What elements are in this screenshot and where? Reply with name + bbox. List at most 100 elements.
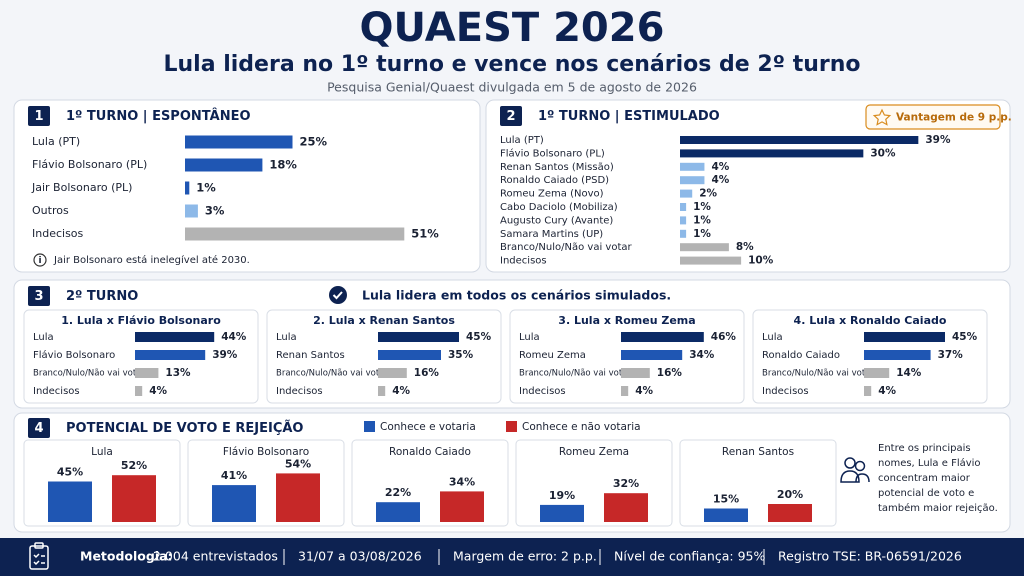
- value-label: 39%: [212, 349, 238, 361]
- section-number: 4: [34, 421, 43, 436]
- value-label: 1%: [196, 181, 216, 195]
- people-icon-part: [840, 470, 870, 483]
- category-label: Branco/Nulo/Não vai votar: [33, 369, 145, 379]
- bar: [135, 386, 143, 396]
- category-label: Indecisos: [500, 256, 547, 267]
- category-label: Indecisos: [762, 386, 809, 397]
- bar: [680, 216, 687, 225]
- bar: [864, 350, 931, 360]
- value-label: 1%: [693, 214, 711, 226]
- bar: [185, 181, 190, 195]
- section-note: Jair Bolsonaro está inelegível até 2030.: [53, 254, 250, 266]
- value-label: 32%: [613, 477, 639, 490]
- people-icon-part: [844, 457, 856, 469]
- bar: [621, 350, 683, 360]
- category-label: Indecisos: [276, 386, 323, 397]
- bar: [185, 135, 293, 149]
- value-label: 4%: [149, 385, 167, 397]
- bar: [135, 368, 159, 378]
- bar: [604, 493, 648, 522]
- category-label: Romeu Zema (Novo): [500, 189, 604, 200]
- value-label: 45%: [466, 331, 492, 343]
- star-icon: [872, 108, 892, 126]
- bar: [864, 386, 872, 396]
- category-label: Lula: [519, 332, 540, 343]
- legend-label: Conhece e votaria: [380, 421, 476, 433]
- bar: [185, 204, 198, 218]
- category-label: Lula: [33, 332, 54, 343]
- value-label: 46%: [711, 331, 737, 343]
- bar: [185, 158, 263, 172]
- category-label: Indecisos: [33, 386, 80, 397]
- value-label: 4%: [878, 385, 896, 397]
- value-label: 4%: [711, 174, 729, 186]
- section-title: 1º TURNO | ESTIMULADO: [538, 109, 720, 124]
- section-number-box: [28, 286, 50, 306]
- category-label: Flávio Bolsonaro: [33, 349, 115, 361]
- category-label: Lula: [762, 332, 783, 343]
- people-icon-part: [854, 460, 866, 472]
- bar: [378, 386, 386, 396]
- value-label: 16%: [657, 367, 683, 379]
- value-label: 52%: [121, 459, 147, 472]
- legend-swatch: [364, 421, 375, 432]
- value-label: 18%: [269, 158, 297, 172]
- category-label: Romeu Zema: [519, 350, 586, 361]
- section-number-box: [28, 418, 50, 438]
- footer-label: Metodologia:: [80, 549, 173, 564]
- value-label: 4%: [711, 161, 729, 173]
- panel-title: Lula: [91, 446, 113, 458]
- bar: [621, 386, 629, 396]
- category-label: Branco/Nulo/Não vai votar: [762, 369, 874, 379]
- bar: [864, 332, 945, 342]
- category-label: Lula (PT): [32, 135, 80, 148]
- panel-title: Ronaldo Caiado: [389, 446, 471, 458]
- bar: [621, 368, 650, 378]
- subtitle: Lula lidera no 1º turno e vence nos cená…: [164, 52, 861, 77]
- bar: [276, 473, 320, 522]
- bar: [768, 504, 812, 522]
- bar: [680, 243, 729, 252]
- section-number-box: [500, 106, 522, 126]
- bar: [212, 485, 256, 522]
- footer-item: Margem de erro: 2 p.p.: [453, 549, 597, 564]
- bar: [680, 149, 864, 158]
- value-label: 25%: [300, 135, 328, 149]
- panel-title: Romeu Zema: [559, 446, 629, 458]
- value-label: 44%: [221, 331, 247, 343]
- value-label: 34%: [449, 475, 475, 488]
- bar: [680, 189, 693, 198]
- section-note: Lula lidera em todos os cenários simulad…: [362, 288, 671, 303]
- panel-title: Renan Santos: [722, 446, 794, 458]
- badge-text: Vantagem de 9 p.p.: [896, 112, 1012, 124]
- section-number: 3: [34, 289, 43, 304]
- bar: [135, 350, 206, 360]
- category-label: Indecisos: [519, 386, 566, 397]
- bar: [376, 502, 420, 522]
- value-label: 45%: [57, 466, 83, 479]
- value-label: 2%: [699, 188, 717, 200]
- panel-title: Flávio Bolsonaro: [223, 446, 309, 458]
- bar: [680, 176, 705, 185]
- category-label: Flávio Bolsonaro (PL): [500, 147, 605, 159]
- value-label: 10%: [748, 255, 774, 267]
- value-label: 14%: [896, 367, 922, 379]
- bar: [704, 508, 748, 522]
- legend-label: Conhece e não votaria: [522, 421, 641, 433]
- bar: [378, 332, 459, 342]
- panel-title: 3. Lula x Romeu Zema: [558, 314, 695, 327]
- value-label: 54%: [285, 457, 311, 470]
- footer-item: 31/07 a 03/08/2026: [298, 549, 422, 564]
- check-mark: [332, 291, 343, 300]
- value-label: 3%: [205, 204, 225, 218]
- category-label: Lula (PT): [500, 135, 544, 146]
- value-label: 35%: [448, 349, 474, 361]
- value-label: 41%: [221, 469, 247, 482]
- bar: [621, 332, 704, 342]
- section-note: Entre os principais nomes, Lula e Flávio…: [878, 443, 998, 514]
- info-icon-glyph: i: [38, 256, 41, 266]
- footer-item: Nível de confiança: 95%: [614, 549, 765, 564]
- bar: [680, 229, 687, 238]
- category-label: Lula: [276, 332, 297, 343]
